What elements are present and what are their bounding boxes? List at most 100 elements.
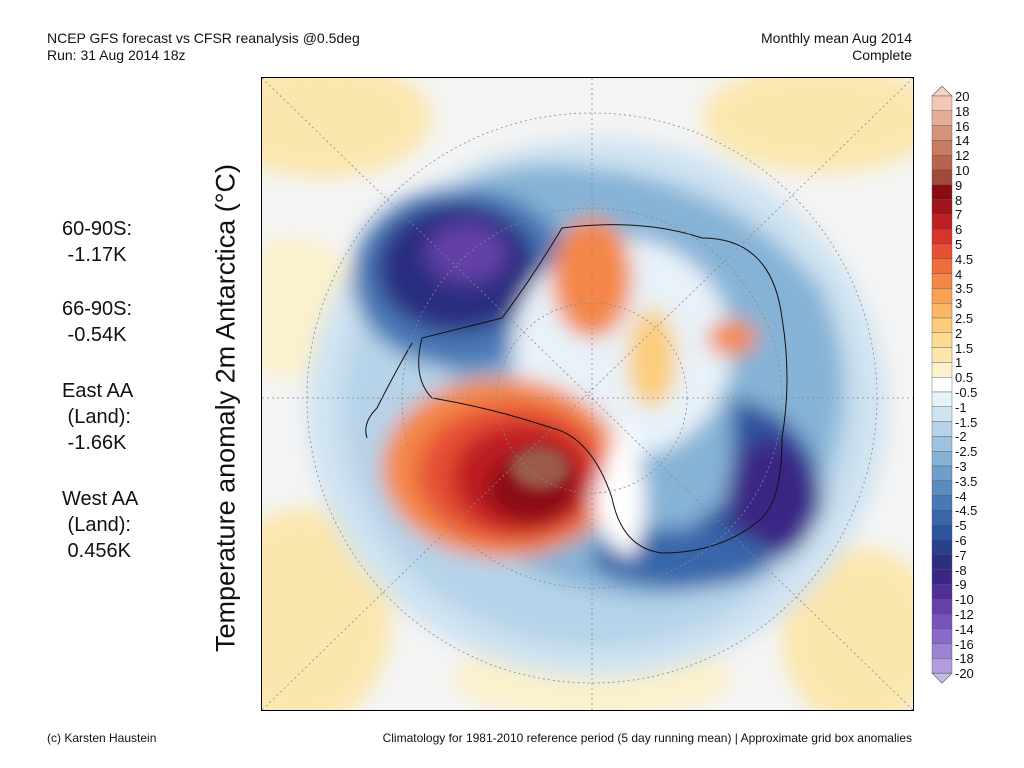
- colorbar-tick-label: 2.5: [955, 311, 974, 326]
- colorbar-swatch: [931, 584, 953, 600]
- colorbar-tick-label: 1.5: [955, 340, 974, 356]
- stat-label: East AA (Land):: [62, 380, 134, 428]
- colorbar-tick-label: 1: [955, 355, 963, 371]
- colorbar-swatch: [931, 347, 953, 363]
- colorbar-tick-label: 0.5: [955, 370, 974, 386]
- colorbar-tick-label: 4: [955, 266, 963, 282]
- colorbar-tick-label: 12: [955, 148, 970, 164]
- stat-label: West AA (Land):: [62, 488, 139, 536]
- stat-value: -0.54K: [62, 324, 127, 346]
- colorbar-swatch: [931, 169, 953, 186]
- colorbar-tick-label: -9: [955, 577, 967, 593]
- colorbar-swatch: [931, 199, 953, 215]
- anomaly-map: [261, 77, 914, 711]
- colorbar-swatch: [931, 451, 953, 467]
- colorbar-tick-label: -3: [955, 459, 967, 474]
- colorbar-tick-label: -6: [955, 533, 967, 548]
- status-label: Complete: [852, 47, 912, 63]
- colorbar-tick-label: -4: [955, 488, 967, 504]
- stat-west-aa: West AA (Land): 0.456K: [62, 486, 138, 564]
- colorbar-swatch: [931, 95, 953, 112]
- colorbar-bottom-arrow: [931, 672, 953, 684]
- colorbar-tick-label: -18: [955, 651, 974, 667]
- colorbar-swatch: [931, 628, 953, 644]
- colorbar-swatch: [931, 495, 953, 511]
- colorbar-tick-label: 2: [955, 325, 963, 341]
- antarctica-coastline: [418, 224, 788, 554]
- colorbar-tick-label: -2: [955, 429, 967, 445]
- peninsula-coastline: [365, 342, 413, 439]
- map-title: NCEP GFS forecast vs CFSR reanalysis @0.…: [47, 30, 360, 46]
- colorbar-swatch: [931, 317, 953, 334]
- map-axis-label: Temperature anomaly 2m Antarctica (°C): [210, 164, 241, 652]
- stat-60-90s: 60-90S: -1.17K: [62, 216, 132, 268]
- colorbar-tick-label: 7: [955, 207, 963, 223]
- colorbar-swatch: [931, 332, 953, 348]
- colorbar-tick-label: -14: [955, 621, 974, 637]
- colorbar-tick-label: 4.5: [955, 251, 974, 267]
- colorbar-swatch: [931, 362, 953, 378]
- colorbar-tick-label: -1.5: [955, 414, 978, 430]
- run-time: Run: 31 Aug 2014 18z: [47, 47, 186, 63]
- colorbar-tick-label: 18: [955, 103, 970, 119]
- colorbar-swatch: [931, 599, 953, 615]
- colorbar-tick-label: -7: [955, 547, 967, 563]
- stat-value: -1.66K: [62, 432, 127, 454]
- colorbar-tick-label: 16: [955, 118, 970, 134]
- colorbar-tick-label: 3: [955, 296, 963, 312]
- colorbar-tick-label: -10: [955, 592, 974, 608]
- colorbar-swatch: [931, 421, 953, 437]
- stat-66-90s: 66-90S: -0.54K: [62, 296, 132, 348]
- colorbar-swatch: [931, 510, 953, 526]
- colorbar-tick-label: -16: [955, 636, 974, 652]
- stat-label: 60-90S:: [62, 218, 133, 240]
- colorbar-tick-label: 20: [955, 89, 970, 104]
- colorbar-swatch: [931, 525, 953, 541]
- colorbar-tick-label: 5: [955, 237, 963, 252]
- colorbar-swatch: [931, 554, 953, 570]
- colorbar-swatch: [931, 480, 953, 496]
- stat-label: 66-90S:: [62, 298, 133, 320]
- colorbar-swatch: [931, 465, 953, 482]
- anomaly-peak: [510, 446, 570, 490]
- colorbar-swatch: [931, 436, 953, 452]
- colorbar-tick-label: 6: [955, 222, 963, 238]
- stat-east-aa: East AA (Land): -1.66K: [62, 378, 133, 456]
- colorbar-swatch: [931, 406, 953, 422]
- colorbar-tick-label: -20: [955, 666, 974, 682]
- graticule: [262, 78, 913, 710]
- colorbar-tick-label: 9: [955, 177, 963, 193]
- colorbar-swatch: [931, 613, 953, 630]
- footnote: Climatology for 1981-2010 reference peri…: [382, 731, 912, 745]
- colorbar-tick-label: 3.5: [955, 281, 974, 297]
- colorbar-swatch: [931, 214, 953, 230]
- colorbar-tick-label: -5: [955, 518, 967, 534]
- colorbar-swatch: [931, 258, 953, 274]
- copyright: (c) Karsten Haustein: [47, 731, 157, 745]
- colorbar-tick-label: -1: [955, 399, 967, 415]
- colorbar-tick-label: -3.5: [955, 473, 978, 489]
- map-canvas: [262, 78, 913, 710]
- colorbar-tick-label: -8: [955, 562, 967, 578]
- colorbar-tick-label: -0.5: [955, 385, 978, 400]
- colorbar-tick-label: -12: [955, 607, 974, 622]
- colorbar-swatch: [931, 273, 953, 289]
- colorbar-swatch: [931, 140, 953, 156]
- header-left: NCEP GFS forecast vs CFSR reanalysis @0.…: [47, 30, 360, 64]
- colorbar-swatch: [931, 184, 953, 200]
- colorbar-swatch: [931, 110, 953, 126]
- colorbar-swatch: [931, 643, 953, 659]
- colorbar-tick-label: 10: [955, 163, 970, 178]
- colorbar-swatch: [931, 228, 953, 245]
- colorbar-swatch: [931, 243, 953, 260]
- period-label: Monthly mean Aug 2014: [761, 30, 912, 46]
- colorbar-swatch: [931, 658, 953, 674]
- colorbar-tick-label: 14: [955, 133, 970, 149]
- colorbar-tick-label: -2.5: [955, 444, 978, 460]
- colorbar-swatch: [931, 288, 953, 304]
- colorbar-tick-label: 8: [955, 192, 963, 208]
- colorbar-swatch: [931, 569, 953, 585]
- stat-value: -1.17K: [62, 244, 127, 266]
- colorbar-top-arrow: [931, 86, 953, 97]
- colorbar-swatch: [931, 539, 953, 556]
